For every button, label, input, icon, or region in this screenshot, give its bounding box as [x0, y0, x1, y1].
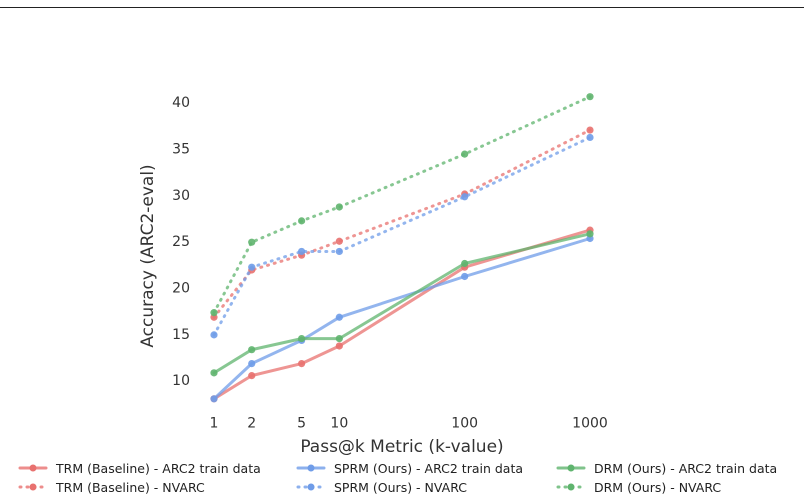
legend: TRM (Baseline) - ARC2 train data SPRM (Ou… — [0, 456, 804, 499]
x-tick-label: 100 — [451, 416, 478, 432]
legend-item: TRM (Baseline) - ARC2 train data — [18, 458, 261, 478]
data-point — [248, 372, 256, 380]
data-point — [335, 247, 343, 256]
legend-label: TRM (Baseline) - NVARC — [56, 479, 205, 495]
series-line — [212, 232, 592, 375]
data-point — [210, 395, 218, 403]
data-point — [248, 238, 256, 246]
legend-swatch — [18, 464, 48, 472]
legend-label: DRM (Ours) - ARC2 train data — [594, 460, 778, 476]
y-tick-label: 30 — [172, 188, 190, 204]
y-tick-label: 10 — [172, 373, 190, 389]
y-tick-label: 35 — [172, 142, 190, 158]
data-point — [298, 359, 306, 368]
data-point — [298, 217, 306, 225]
series-4 — [210, 126, 594, 321]
legend-swatch — [556, 464, 586, 472]
series-3 — [210, 230, 594, 377]
data-point — [586, 230, 594, 238]
data-point — [461, 272, 469, 281]
y-tick-label: 40 — [172, 95, 190, 111]
legend-label: DRM (Ours) - NVARC — [594, 479, 722, 495]
x-tick-label: 2 — [247, 416, 256, 432]
x-tick-label: 5 — [297, 416, 306, 432]
x-axis-ticks: 1 2 5 10 100 1000 — [210, 416, 608, 432]
data-point — [210, 369, 218, 377]
data-point — [335, 313, 343, 321]
series-line — [212, 237, 592, 401]
data-point — [335, 334, 343, 343]
y-axis-title: Accuracy (ARC2-eval) — [138, 164, 158, 347]
legend-swatch — [296, 483, 326, 491]
series-6 — [210, 93, 594, 317]
legend-label: SPRM (Ours) - ARC2 train data — [334, 460, 524, 476]
data-point — [298, 334, 306, 343]
y-axis-ticks: 10 15 20 25 30 35 40 — [172, 95, 190, 389]
y-tick-label: 25 — [172, 234, 190, 250]
y-tick-label: 15 — [172, 327, 190, 343]
data-point — [586, 133, 594, 142]
series-line — [212, 136, 592, 337]
data-point — [335, 237, 343, 245]
legend-label: SPRM (Ours) - NVARC — [334, 479, 467, 495]
data-point — [248, 346, 256, 354]
series-line — [212, 128, 592, 319]
legend-swatch — [556, 483, 586, 491]
data-point — [248, 359, 256, 368]
legend-item: DRM (Ours) - NVARC — [556, 477, 721, 497]
legend-item: DRM (Ours) - ARC2 train data — [556, 458, 777, 478]
legend-swatch — [18, 483, 48, 491]
legend-item: TRM (Baseline) - NVARC — [18, 477, 205, 497]
legend-item: SPRM (Ours) - NVARC — [296, 477, 467, 497]
x-axis-title: Pass@k Metric (k-value) — [300, 437, 503, 456]
data-point — [210, 331, 218, 339]
data-point — [461, 150, 469, 158]
y-tick-label: 20 — [172, 281, 190, 297]
series-line — [212, 228, 592, 401]
data-point — [335, 342, 343, 350]
data-point — [586, 126, 594, 134]
x-tick-label: 1000 — [572, 416, 608, 432]
data-point — [248, 263, 256, 271]
top-rule — [0, 7, 804, 8]
series-2 — [210, 234, 594, 403]
data-point — [298, 247, 306, 256]
data-point — [586, 93, 594, 101]
x-tick-label: 10 — [330, 416, 348, 432]
series-1 — [210, 226, 594, 403]
data-point — [210, 309, 218, 317]
data-point — [461, 193, 469, 201]
legend-swatch — [296, 464, 326, 472]
data-point — [461, 259, 469, 268]
series-layer — [210, 93, 594, 403]
legend-label: TRM (Baseline) - ARC2 train data — [56, 460, 261, 476]
series-5 — [210, 133, 594, 339]
data-point — [335, 203, 343, 211]
series-line — [212, 95, 592, 315]
x-tick-label: 1 — [210, 416, 219, 432]
legend-item: SPRM (Ours) - ARC2 train data — [296, 458, 523, 478]
